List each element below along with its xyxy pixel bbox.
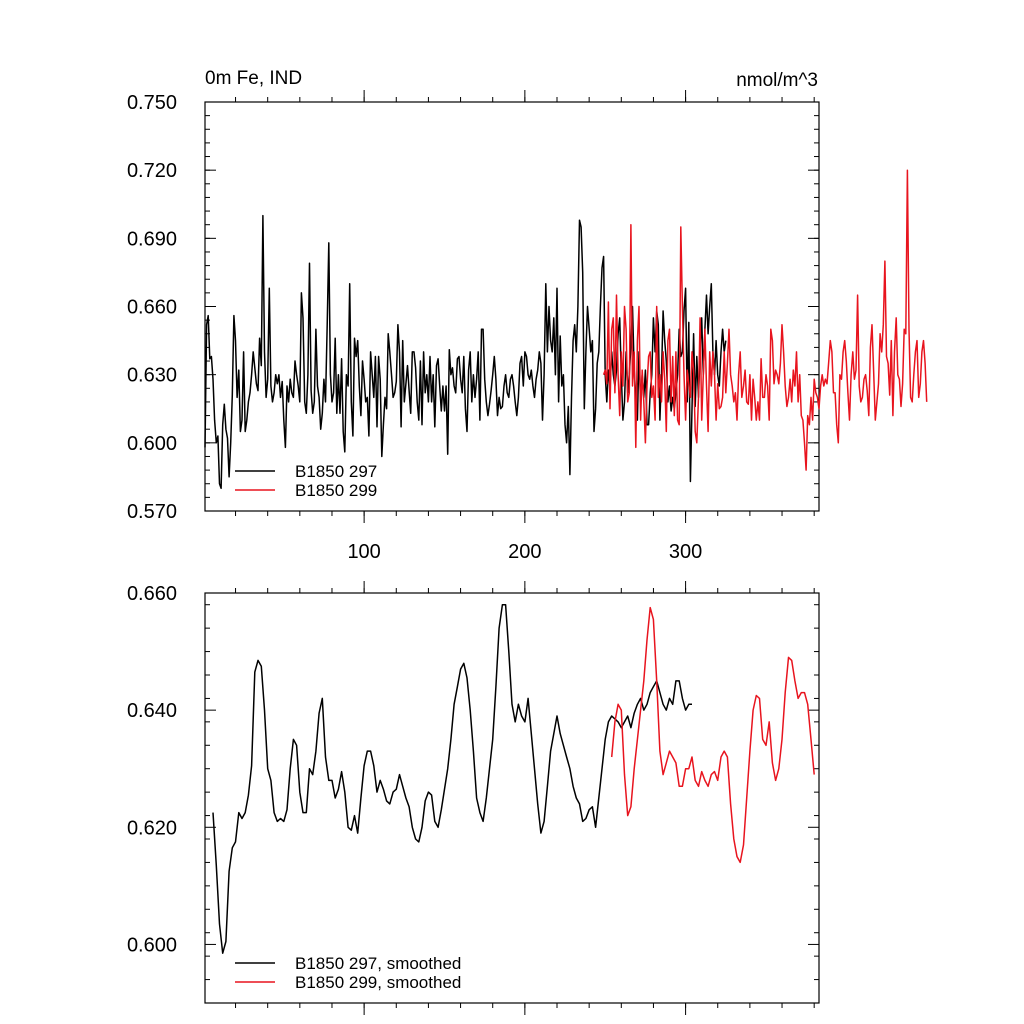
bottom-legend-label-2: B1850 299, smoothed (295, 973, 461, 992)
top-series-line-1 (204, 214, 727, 490)
top-x-tick-label: 100 (347, 541, 380, 563)
bottom-y-tick-label: 0.600 (127, 934, 177, 956)
bottom-panel: 0.600 0.620 0.640 0.660 B1850 297, smoothedB… (127, 581, 820, 1015)
top-x-tick-label: 300 (669, 541, 702, 563)
bottom-y-tick-label: 0.660 (127, 583, 177, 605)
bottom-plot-frame (204, 592, 820, 1004)
top-plot-frame (204, 101, 820, 512)
top-panel: 0m Fe, IND nmol/m^3 0.570 0.600 0.630 0.660… (127, 68, 928, 563)
top-y-tick-label: 0.720 (127, 160, 177, 182)
bottom-series-line-2 (610, 606, 815, 864)
top-y-tick-label: 0.630 (127, 365, 177, 387)
bottom-series-line-1 (212, 603, 692, 954)
top-legend-label-2: B1850 299 (295, 481, 377, 500)
chart-units-label: nmol/m^3 (736, 70, 818, 91)
top-legend-label-1: B1850 297 (295, 462, 377, 481)
top-y-tick-label: 0.570 (127, 501, 177, 523)
top-y-tick-label: 0.750 (127, 92, 177, 114)
top-series-line-2 (602, 169, 928, 471)
bottom-y-tick-label: 0.620 (127, 817, 177, 839)
chart-title-left: 0m Fe, IND (205, 68, 302, 89)
top-y-tick-label: 0.660 (127, 297, 177, 319)
top-y-tick-label: 0.600 (127, 433, 177, 455)
bottom-legend-label-1: B1850 297, smoothed (295, 954, 461, 973)
top-x-tick-label: 200 (508, 541, 541, 563)
bottom-y-tick-label: 0.640 (127, 700, 177, 722)
top-y-tick-label: 0.690 (127, 228, 177, 250)
